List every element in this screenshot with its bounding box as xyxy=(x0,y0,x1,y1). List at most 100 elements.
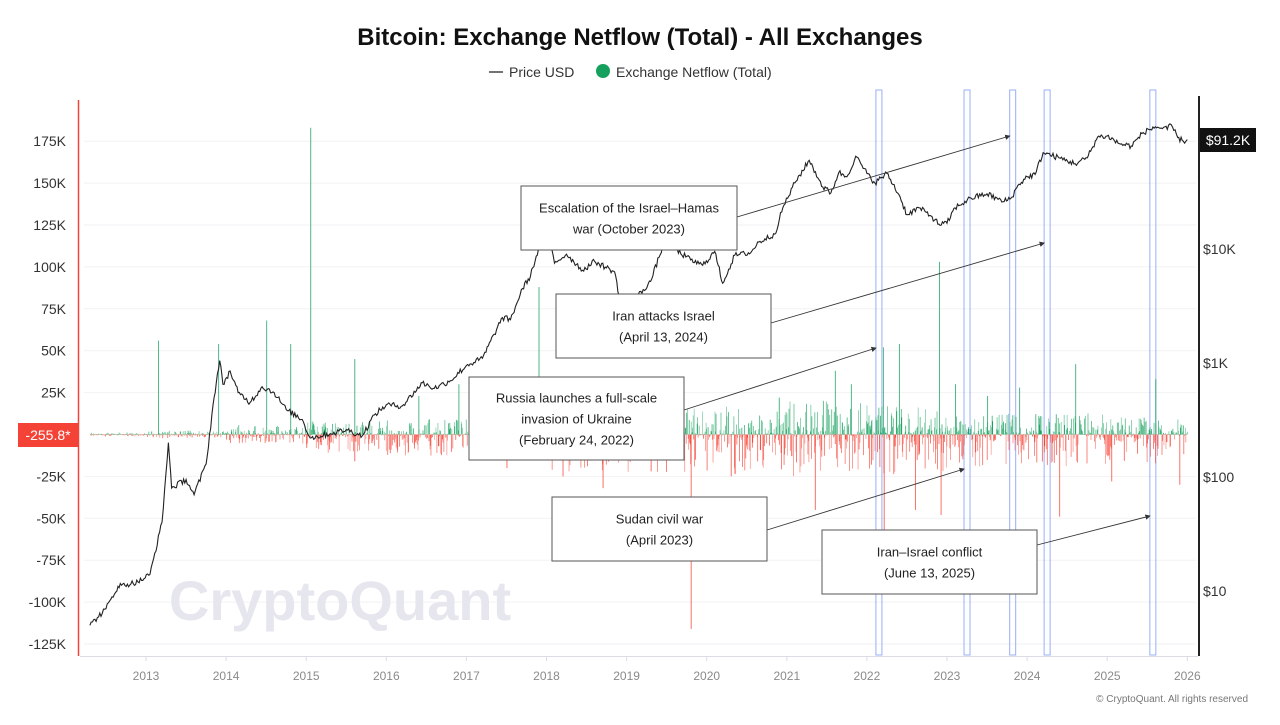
outflow-bar xyxy=(403,434,405,446)
outflow-bar xyxy=(1024,434,1025,435)
inflow-bar xyxy=(166,432,168,435)
inflow-bar xyxy=(366,433,367,435)
outflow-bar xyxy=(251,434,253,441)
outflow-bar xyxy=(983,434,985,437)
outflow-bar xyxy=(1127,434,1129,437)
annotation-text: (April 2023) xyxy=(626,533,693,548)
outflow-bar xyxy=(925,434,927,437)
outflow-bar xyxy=(416,434,418,437)
outflow-bar xyxy=(1091,434,1093,435)
outflow-bar xyxy=(737,434,738,438)
outflow-bar xyxy=(124,434,126,435)
outflow-bar xyxy=(227,434,229,435)
event-highlight-band xyxy=(963,89,971,656)
inflow-bar xyxy=(1060,421,1062,435)
outflow-bar xyxy=(109,434,110,436)
inflow-bar xyxy=(829,415,831,435)
inflow-bar xyxy=(1159,428,1161,435)
outflow-bar xyxy=(834,434,836,437)
inflow-bar xyxy=(973,433,975,435)
outflow-bar xyxy=(462,434,464,447)
inflow-bar xyxy=(711,424,713,435)
inflow-bar xyxy=(238,425,240,435)
outflow-bar xyxy=(144,434,146,435)
annotation-arrow xyxy=(1036,514,1151,546)
inflow-bar xyxy=(1027,432,1028,435)
outflow-bar xyxy=(413,434,415,445)
outflow-bar xyxy=(757,434,759,462)
inflow-bar xyxy=(1010,426,1012,435)
inflow-bar xyxy=(991,415,993,435)
outflow-bar xyxy=(342,434,344,436)
inflow-bar xyxy=(1175,432,1177,435)
outflow-bar xyxy=(102,434,104,435)
inflow-bar xyxy=(920,431,921,435)
outflow-bar xyxy=(1017,434,1019,436)
outflow-bar xyxy=(230,434,232,435)
outflow-bar xyxy=(740,434,742,441)
outflow-bar xyxy=(146,434,148,436)
outflow-bar xyxy=(796,434,797,463)
inflow-bar xyxy=(1088,430,1090,435)
outflow-bar xyxy=(172,434,174,435)
outflow-bar xyxy=(432,434,433,438)
outflow-bar xyxy=(338,434,340,452)
outflow-bar xyxy=(1014,434,1015,438)
outflow-bar xyxy=(114,434,116,435)
inflow-bar xyxy=(308,433,310,435)
outflow-bar xyxy=(192,434,194,436)
left-tick-label: 50K xyxy=(41,343,67,359)
outflow-bar xyxy=(231,434,233,436)
outflow-bar xyxy=(152,434,153,437)
inflow-bar xyxy=(714,411,716,435)
outflow-bar xyxy=(439,434,440,437)
inflow-bar xyxy=(333,434,334,435)
inflow-bar xyxy=(364,434,365,435)
inflow-bar xyxy=(863,428,865,435)
outflow-bar xyxy=(174,434,176,436)
inflow-bar xyxy=(1138,432,1139,435)
outflow-bar xyxy=(1072,434,1074,452)
outflow-bar xyxy=(958,434,959,448)
legend-item-price[interactable]: Price USD xyxy=(489,64,574,80)
outflow-bar xyxy=(783,434,785,465)
outflow-bar xyxy=(734,434,736,474)
outflow-bar xyxy=(807,434,808,438)
outflow-bar xyxy=(91,434,93,436)
inflow-bar xyxy=(885,432,886,435)
inflow-bar xyxy=(992,434,994,435)
inflow-bar xyxy=(337,433,339,435)
outflow-bar xyxy=(944,434,945,442)
inflow-bar xyxy=(967,427,969,435)
inflow-bar xyxy=(365,434,366,435)
inflow-bar xyxy=(955,434,957,435)
outflow-bar xyxy=(128,434,129,436)
inflow-bar xyxy=(755,433,757,435)
inflow-bar xyxy=(188,432,190,435)
inflow-bar xyxy=(1143,417,1145,435)
outflow-bar xyxy=(830,434,832,435)
event-bands xyxy=(875,89,1157,656)
inflow-bar xyxy=(98,433,100,435)
outflow-bar xyxy=(1100,434,1101,441)
outflow-bar xyxy=(420,434,422,435)
inflow-bar xyxy=(727,433,729,435)
inflow-bar xyxy=(985,427,987,435)
inflow-bar xyxy=(1049,429,1051,435)
inflow-bar xyxy=(773,433,774,435)
inflow-bar xyxy=(360,434,362,435)
inflow-bar xyxy=(1102,414,1103,435)
chart-title: Bitcoin: Exchange Netflow (Total) - All … xyxy=(357,24,922,51)
inflow-bar xyxy=(234,432,236,435)
outflow-bar xyxy=(331,434,332,443)
inflow-bar xyxy=(870,429,871,435)
legend-item-netflow[interactable]: Exchange Netflow (Total) xyxy=(596,64,772,80)
outflow-bar xyxy=(258,434,259,435)
outflow-bar xyxy=(1146,434,1148,463)
outflow-bar xyxy=(1065,434,1066,451)
inflow-bar xyxy=(116,434,118,435)
inflow-bar xyxy=(1028,433,1030,435)
outflow-bar xyxy=(210,434,211,436)
outflow-bar xyxy=(1031,434,1033,435)
outflow-bar xyxy=(1052,434,1054,444)
